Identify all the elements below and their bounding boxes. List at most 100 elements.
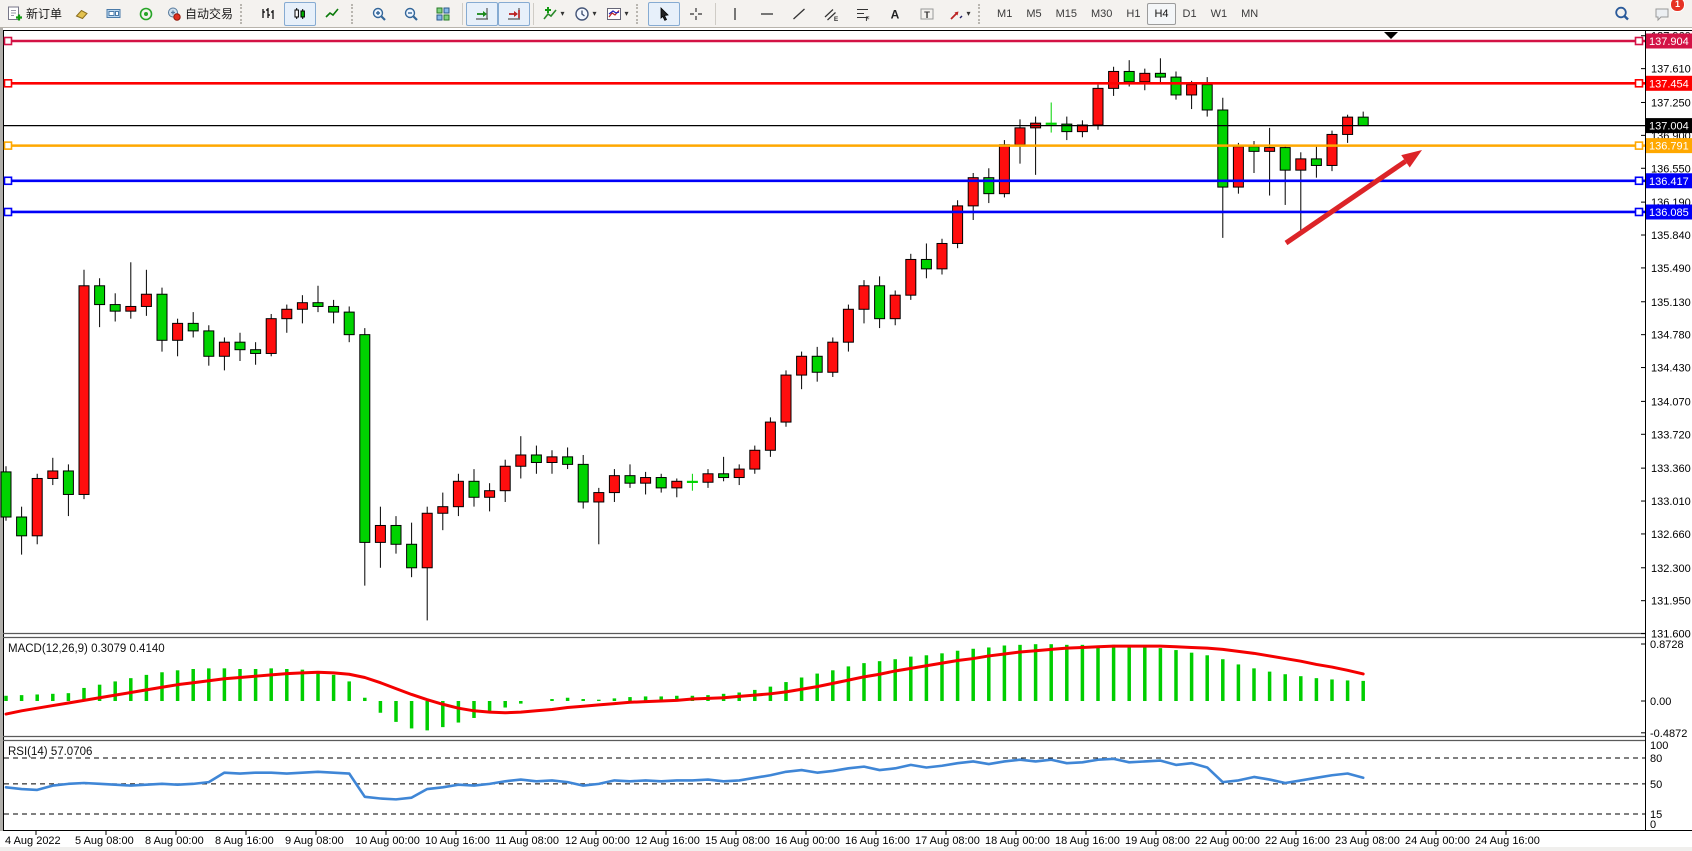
arrows-button[interactable]: ▾ [943, 2, 975, 26]
time-tick-label: 22 Aug 00:00 [1195, 835, 1260, 847]
candle-body [562, 456, 574, 465]
line-selection-handle[interactable] [1634, 141, 1644, 150]
chevron-down-icon[interactable]: ▾ [560, 9, 565, 18]
indicators-icon [542, 6, 557, 19]
crosshair-icon [690, 7, 703, 20]
bar-chart-button[interactable] [252, 2, 284, 26]
price-badge: 136.085 [1649, 207, 1689, 219]
candle-body [1279, 147, 1291, 171]
annotations[interactable] [1284, 32, 1422, 246]
price-tick-label: 137.610 [1651, 64, 1691, 76]
text-button[interactable]: A [879, 2, 911, 26]
vertical-line-button[interactable] [719, 2, 751, 26]
window-edge [0, 847, 1692, 851]
candle-body [374, 524, 386, 543]
toolbar-group-scroll [466, 1, 531, 26]
time-tick-label: 4 Aug 2022 [5, 835, 61, 847]
candle-body [1217, 109, 1229, 188]
chat-button[interactable]: 1 [1646, 0, 1685, 26]
line-selection-handle[interactable] [3, 141, 13, 150]
candle-body [296, 302, 308, 310]
eraser-button[interactable] [66, 2, 98, 26]
indicators-button[interactable]: ▾ [537, 2, 569, 26]
timeframe-m15-button[interactable]: M15 [1055, 7, 1077, 20]
price-time-axes[interactable]: 137.960137.610137.250136.900136.550136.1… [4, 31, 1691, 847]
chart-canvas[interactable]: USDJPY,H4 137.094 137.153 137.004 137.00… [0, 28, 1692, 851]
trend-arrow-shaft[interactable] [1284, 159, 1407, 246]
templates-icon [606, 7, 621, 20]
profiles-button[interactable] [98, 2, 130, 26]
toolbar-separator [636, 3, 644, 24]
line-selection-handle[interactable] [1634, 36, 1644, 46]
cursor-icon [660, 6, 669, 21]
cursor-button[interactable] [648, 1, 681, 26]
line-selection-handle[interactable] [1634, 207, 1644, 217]
timeframe-mn-button[interactable]: MN [1241, 7, 1259, 20]
timeframe-m5-button[interactable]: M5 [1026, 7, 1042, 20]
market-watch-button[interactable] [130, 2, 162, 26]
price-tick-label: 134.780 [1651, 330, 1691, 342]
price-tick-label: 135.130 [1651, 297, 1691, 309]
candle-body [686, 480, 698, 483]
candle-body [484, 490, 496, 498]
search-button[interactable] [1606, 2, 1638, 26]
candles-icon [294, 7, 305, 19]
timeframe-h4-button[interactable]: H4 [1147, 2, 1176, 25]
line-selection-handle[interactable] [1634, 79, 1644, 88]
candle-body [593, 492, 605, 503]
text-label-button[interactable]: T [911, 2, 943, 26]
candlestick-chart-button[interactable] [284, 1, 317, 26]
candle-body [1310, 158, 1322, 166]
line-chart-button[interactable] [316, 2, 348, 26]
timeframe-d1-button[interactable]: D1 [1182, 7, 1197, 20]
svg-text:F: F [866, 16, 870, 22]
timeframe-w1-button[interactable]: W1 [1210, 7, 1228, 20]
candlesticks [0, 58, 1369, 621]
periods-button[interactable]: ▾ [569, 2, 601, 26]
crosshair-button[interactable] [680, 2, 712, 26]
new-order-button[interactable]: 新订单 [3, 2, 66, 26]
time-tick-label: 24 Aug 16:00 [1475, 835, 1540, 847]
tile-windows-button[interactable] [427, 2, 459, 26]
line-selection-handle[interactable] [1634, 176, 1644, 186]
chart-shift-button[interactable] [498, 1, 531, 26]
toolbar-group-insert: ▾ ▾ ▾ [537, 2, 633, 26]
chevron-down-icon[interactable]: ▾ [966, 9, 971, 18]
templates-button[interactable]: ▾ [601, 2, 633, 26]
timeframe-m30-button[interactable]: M30 [1091, 7, 1113, 20]
rsi-scale-label: 15 [1650, 809, 1662, 821]
time-tick-label: 8 Aug 00:00 [145, 835, 204, 847]
chevron-down-icon[interactable]: ▾ [592, 9, 597, 18]
line-selection-handle[interactable] [3, 36, 13, 46]
toolbar-group-chart-type [252, 1, 348, 26]
fibo-icon: F [857, 8, 870, 22]
equidistant-channel-button[interactable]: E [815, 2, 847, 26]
line-selection-handle[interactable] [3, 176, 13, 186]
zoom-out-button[interactable] [395, 2, 427, 26]
fibonacci-button[interactable]: F [847, 2, 879, 26]
price-tick-label: 134.430 [1651, 363, 1691, 375]
trend-arrow-head[interactable] [1401, 150, 1422, 168]
hline-objects[interactable] [3, 36, 1645, 217]
zoom-out-icon [404, 7, 418, 21]
candle-body [624, 475, 636, 484]
autotrade-button[interactable]: 自动交易 [162, 2, 237, 26]
auto-scroll-button[interactable] [466, 1, 499, 26]
market-watch-icon [139, 7, 153, 20]
timeframe-m1-button[interactable]: M1 [997, 7, 1013, 20]
chart-shift-marker[interactable] [1384, 32, 1398, 39]
candle-body [640, 477, 652, 484]
zoom-in-button[interactable] [363, 2, 395, 26]
candle-body [62, 470, 74, 495]
line-selection-handle[interactable] [3, 79, 13, 88]
macd-scale-label: 0.00 [1650, 696, 1671, 708]
trendline-button[interactable] [783, 2, 815, 26]
chevron-down-icon[interactable]: ▾ [624, 9, 629, 18]
horizontal-line-button[interactable] [751, 2, 783, 26]
candle-body [1092, 87, 1104, 126]
candle-body [125, 305, 137, 312]
candle-body [811, 355, 823, 373]
line-selection-handle[interactable] [3, 207, 13, 217]
price-tick-label: 131.600 [1651, 629, 1691, 641]
timeframe-h1-button[interactable]: H1 [1126, 7, 1141, 20]
